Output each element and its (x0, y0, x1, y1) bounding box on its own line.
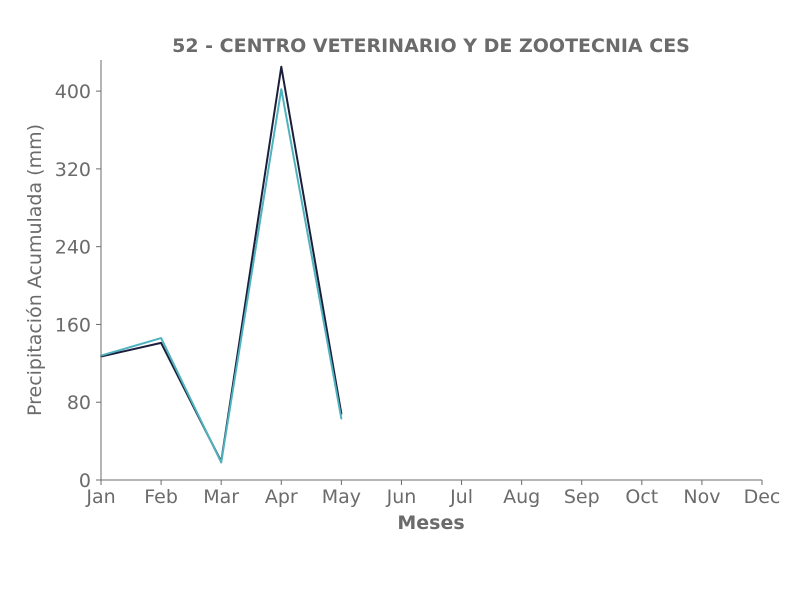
x-tick-label: Apr (265, 486, 298, 508)
y-tick-label: 80 (67, 392, 91, 414)
series-2-point (160, 337, 162, 339)
x-tick-label: May (322, 486, 361, 508)
y-tick-label: 240 (55, 237, 91, 259)
y-axis-label: Precipitación Acumulada (mm) (24, 124, 46, 416)
x-tick-label: Jan (85, 486, 115, 508)
series-1-point (280, 66, 283, 68)
series-layer (100, 65, 343, 464)
x-axis-label: Meses (397, 512, 464, 534)
x-tick-label: Sep (564, 486, 600, 508)
series-2-point (340, 417, 343, 420)
series-line-2 (100, 88, 343, 464)
y-tick-label: 320 (55, 159, 91, 181)
x-tick-label: Nov (683, 486, 720, 508)
y-tick-label: 160 (55, 314, 91, 336)
series-2-point (220, 461, 222, 464)
x-tick-label: Mar (203, 486, 239, 508)
series-1-point (160, 342, 162, 344)
series-2-point (280, 88, 283, 90)
y-tick-label: 400 (55, 81, 91, 103)
x-tick-label: Aug (503, 486, 540, 508)
x-tick-label: Jul (449, 486, 473, 508)
x-ticks: Jan Feb Mar Apr May Jun Jul Aug Sep Oct Nov Dec (85, 480, 780, 508)
chart-title: 52 - CENTRO VETERINARIO Y DE ZOOTECNIA C… (172, 35, 690, 57)
series-line-1 (100, 65, 343, 463)
y-tick-label: 0 (79, 470, 91, 492)
x-tick-label: Jun (386, 486, 417, 508)
x-tick-label: Oct (625, 486, 658, 508)
y-ticks: 0 80 160 240 320 400 (55, 81, 101, 492)
x-tick-label: Dec (744, 486, 781, 508)
x-tick-label: Feb (144, 486, 178, 508)
